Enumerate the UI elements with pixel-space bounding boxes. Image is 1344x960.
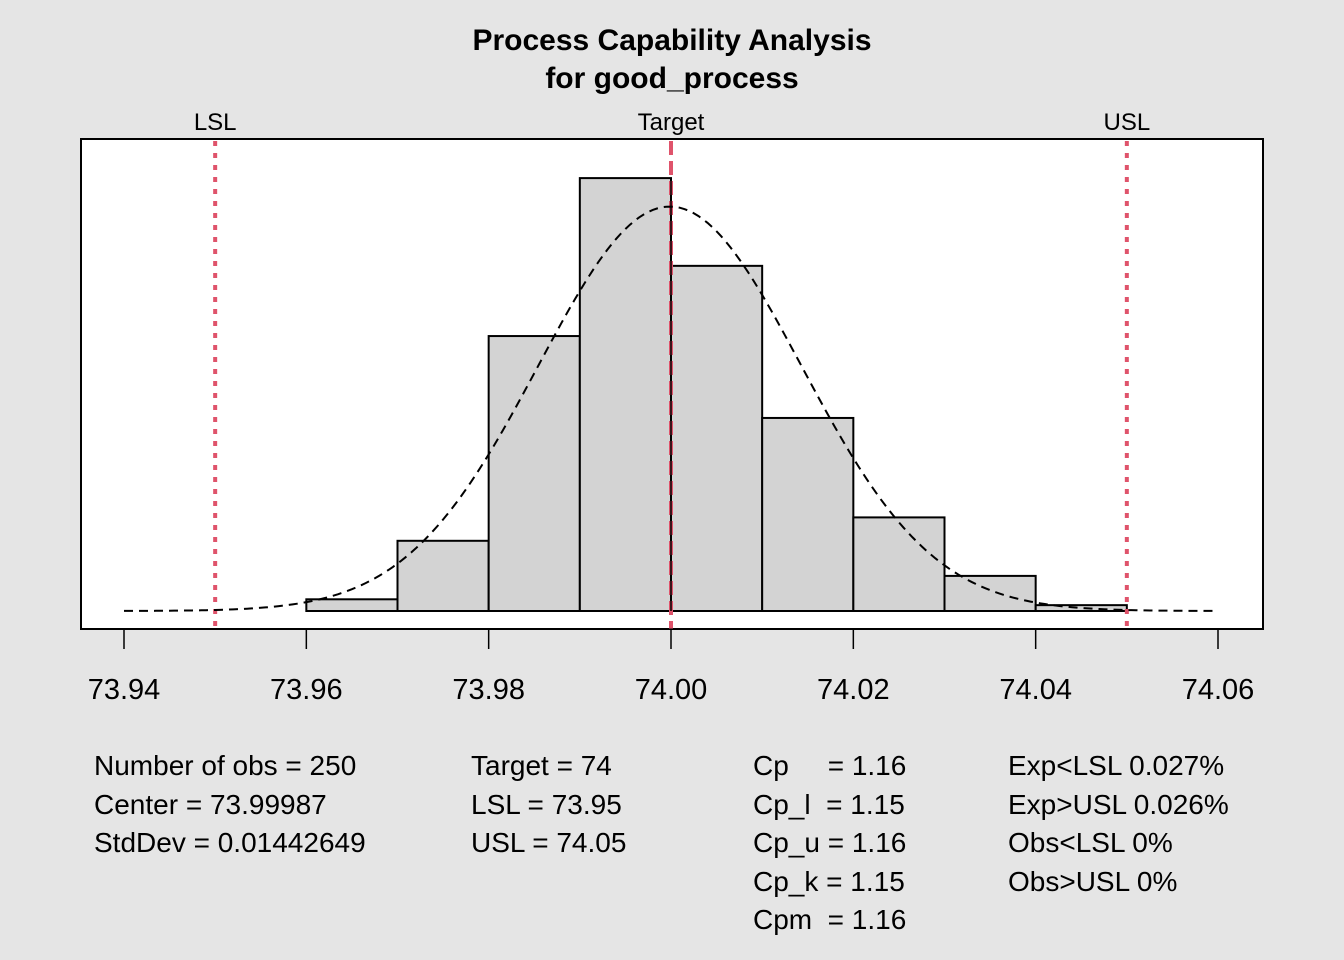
x-tick-label-3: 74.00 (635, 674, 708, 706)
spec-label-target: Target (638, 109, 705, 136)
stat-line: LSL = 73.95 (471, 788, 622, 820)
stats-column-summary: Number of obs = 250 Center = 73.99987 StdD… (94, 747, 366, 863)
stat-line: Cp_u = 1.16 (753, 827, 907, 858)
histogram-bar-6 (852, 516, 946, 613)
stat-line: Obs>USL 0% (1008, 865, 1178, 897)
stat-line: Cpm = 1.16 (753, 904, 907, 935)
histogram-bar-8 (1034, 604, 1128, 613)
stats-column-percentages: Exp<LSL 0.027% Exp>USL 0.026% Obs<LSL 0% Ob… (1008, 747, 1229, 901)
histogram-bar-2 (487, 335, 581, 612)
x-tick-label-2: 73.98 (452, 674, 525, 706)
histogram-bars (305, 177, 1128, 613)
spec-label-usl: USL (1103, 109, 1150, 136)
x-tick-label-0: 73.94 (88, 674, 161, 706)
histogram-bar-4 (670, 264, 764, 612)
histogram-bar-7 (943, 574, 1037, 613)
histogram-bar-5 (761, 416, 855, 613)
stat-line: Cp = 1.16 (753, 750, 907, 781)
stat-line: Exp>USL 0.026% (1008, 788, 1229, 820)
x-tick-label-1: 73.96 (270, 674, 343, 706)
stat-line: Cp_k = 1.15 (753, 865, 905, 897)
x-tick-label-4: 74.02 (817, 674, 890, 706)
stat-line: Number of obs = 250 (94, 750, 357, 781)
stat-line: Cp_l = 1.15 (753, 788, 905, 820)
x-tick-label-5: 74.04 (999, 674, 1072, 706)
chart-title: Process Capability Analysis (472, 24, 871, 57)
stat-line: StdDev = 0.01442649 (94, 827, 366, 858)
x-axis: 73.94 73.96 73.98 74.00 74.02 74.04 74.06 (88, 628, 1255, 706)
spec-lines: LSL Target USL (194, 109, 1150, 629)
chart-subtitle: for good_process (545, 62, 798, 95)
spec-label-lsl: LSL (194, 109, 237, 136)
histogram-bar-1 (396, 539, 490, 612)
histogram-bar-3 (578, 177, 672, 612)
x-tick-label-6: 74.06 (1182, 674, 1255, 706)
normal-curve-layer (123, 205, 1219, 612)
stat-line: USL = 74.05 (471, 827, 627, 858)
stats-column-specs: Target = 74 LSL = 73.95 USL = 74.05 (471, 747, 626, 863)
stat-line: Center = 73.99987 (94, 788, 327, 820)
histogram-bar-0 (305, 598, 399, 612)
normal-curve (123, 205, 1219, 612)
stat-line: Exp<LSL 0.027% (1008, 750, 1225, 781)
stats-column-indices: Cp = 1.16 Cp_l = 1.15 Cp_u = 1.16 Cp_k = 1.… (753, 747, 906, 940)
stat-line: Target = 74 (471, 750, 612, 781)
stat-line: Obs<LSL 0% (1008, 827, 1173, 858)
